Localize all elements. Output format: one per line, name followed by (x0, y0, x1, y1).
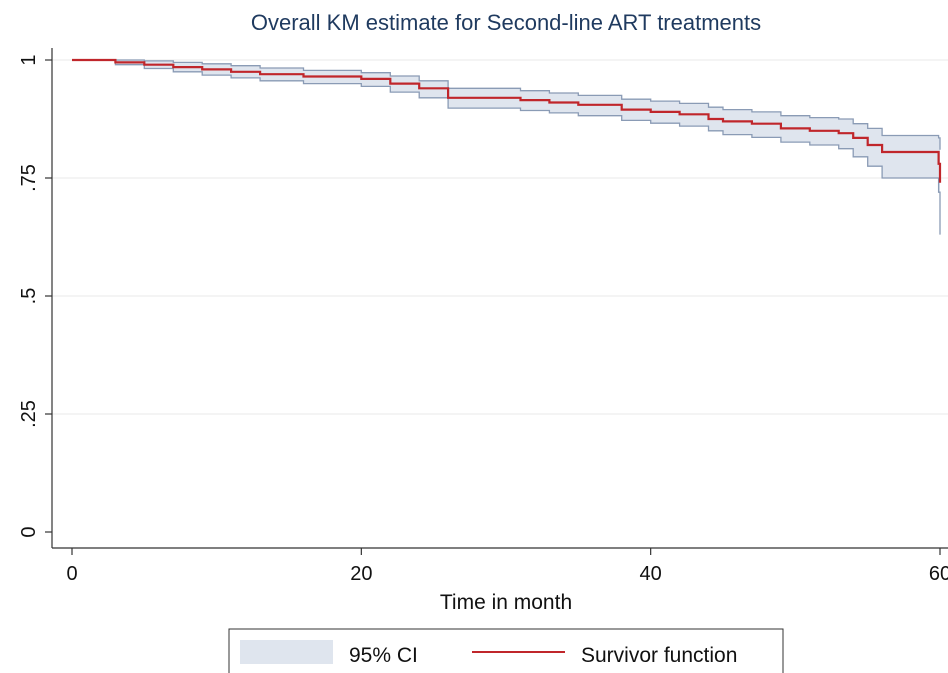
ci-upper-line (72, 59, 941, 150)
survival-line-layer (72, 58, 942, 183)
x-tick-label-1: 20 (350, 563, 372, 585)
y-tick-label-1: .25 (18, 400, 40, 428)
x-axis-ticks: 0 20 40 60 (66, 548, 948, 585)
ci-band (72, 60, 940, 235)
legend-ci-label: 95% CI (349, 644, 418, 667)
x-tick-label-0: 0 (66, 563, 77, 585)
y-tick-label-0: 0 (18, 526, 40, 537)
legend-ci-swatch (240, 640, 333, 664)
x-tick-label-3: 60 (929, 563, 948, 585)
x-axis-title: Time in month (440, 591, 572, 614)
ci-band-layer (72, 59, 941, 235)
legend: 95% CI Survivor function (228, 628, 784, 673)
y-tick-label-2: .5 (18, 288, 40, 305)
y-tick-label-3: .75 (18, 164, 40, 192)
chart-title: Overall KM estimate for Second-line ART … (251, 10, 761, 35)
x-tick-label-2: 40 (640, 563, 662, 585)
ci-lower-line (72, 59, 941, 235)
y-axis-ticks: 0 .25 .5 .75 1 (18, 54, 52, 538)
gridlines (52, 59, 948, 415)
y-tick-label-4: 1 (18, 54, 40, 65)
legend-survival-label: Survivor function (581, 644, 737, 667)
survival-line (72, 58, 942, 183)
